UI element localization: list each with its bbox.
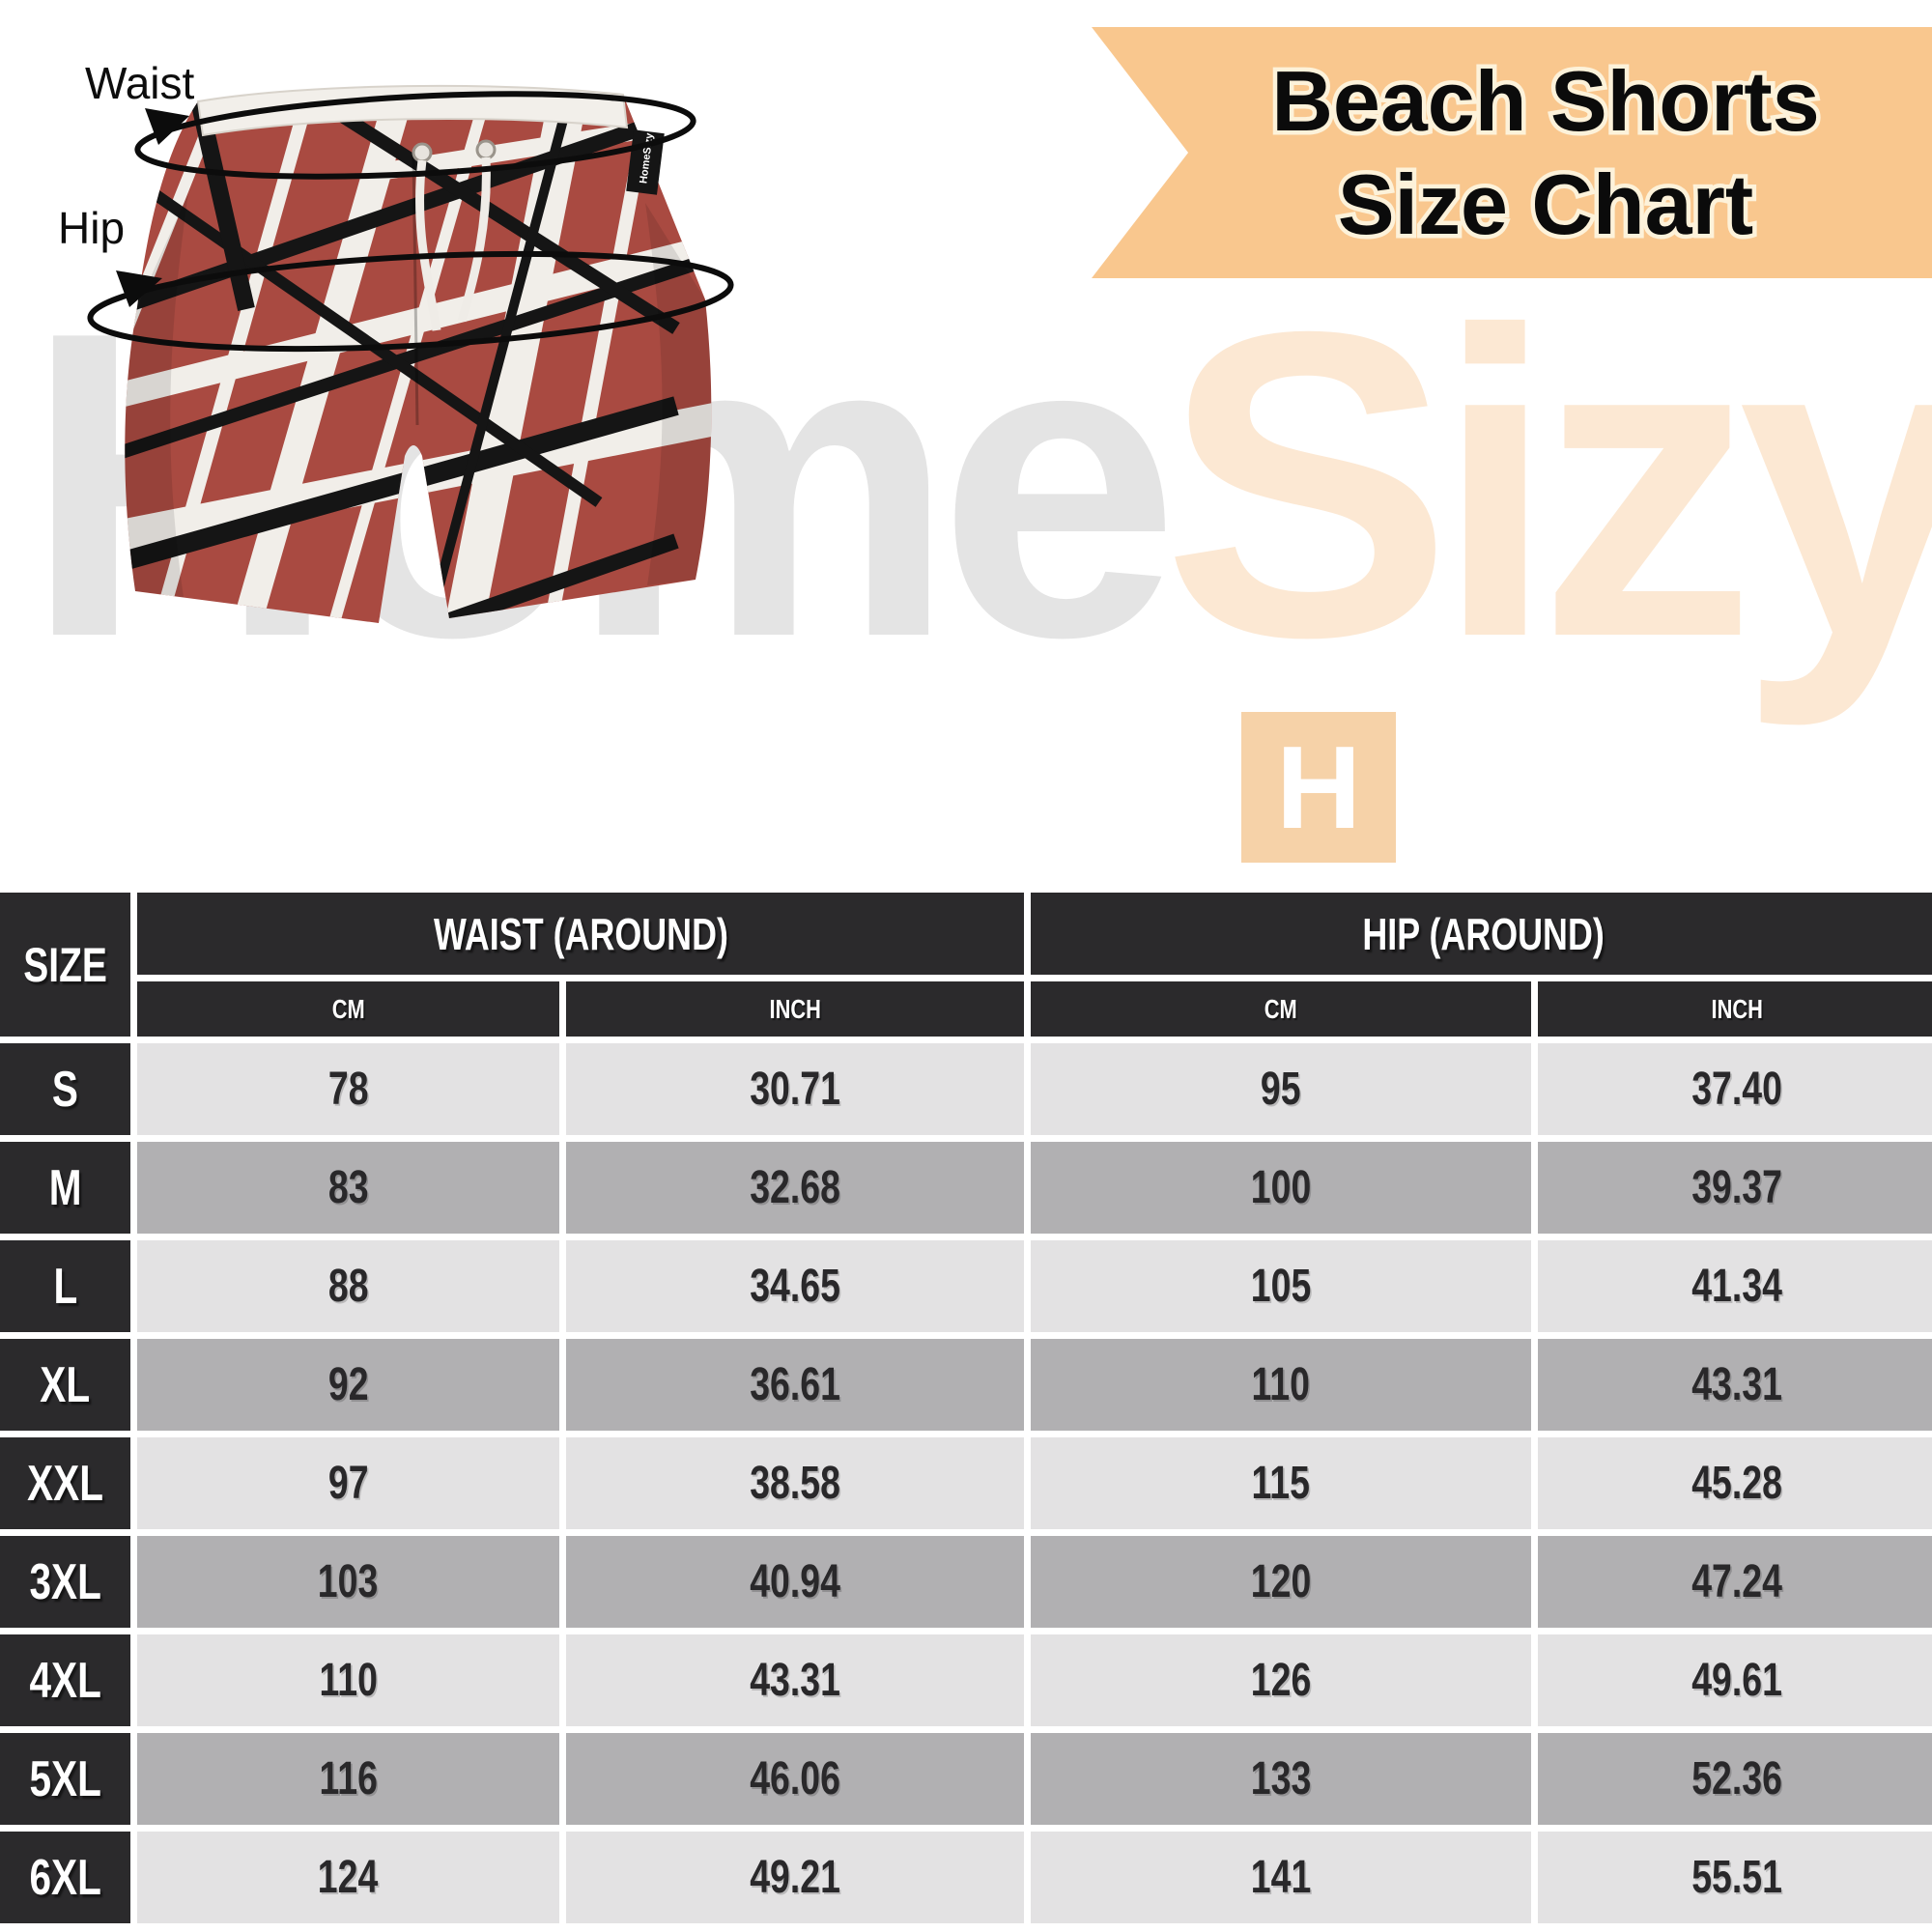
table-row: 5XL 116 46.06 133 52.36 bbox=[0, 1733, 1932, 1825]
waist-inch-header: INCH bbox=[566, 981, 1024, 1037]
table-row: 3XL 103 40.94 120 47.24 bbox=[0, 1536, 1932, 1628]
shorts-graphic: HomeSizy Waist Hip bbox=[0, 0, 831, 676]
drawstring-right bbox=[457, 156, 491, 323]
table-row: S 78 30.71 95 37.40 bbox=[0, 1043, 1932, 1135]
hip-measure-arrow bbox=[87, 250, 734, 353]
brand-watermark-sizy: Sizy bbox=[1162, 242, 1932, 727]
shorts-svg: HomeSizy Waist Hip bbox=[58, 58, 734, 623]
size-cell: 5XL bbox=[0, 1733, 130, 1825]
waist-group-header: WAIST (AROUND) bbox=[137, 893, 1024, 975]
size-cell: XXL bbox=[0, 1437, 130, 1529]
table-row: 4XL 110 43.31 126 49.61 bbox=[0, 1634, 1932, 1726]
table-row: M 83 32.68 100 39.37 bbox=[0, 1142, 1932, 1234]
banner-title-line1: Beach Shorts bbox=[1267, 48, 1824, 153]
hip-cm-header: CM bbox=[1031, 981, 1531, 1037]
waist-measure-arrow bbox=[134, 91, 696, 180]
shorts-waistband bbox=[196, 84, 629, 137]
drawstring-eyelet-left bbox=[412, 142, 433, 163]
size-cell: 4XL bbox=[0, 1634, 130, 1726]
hip-inch-header: INCH bbox=[1538, 981, 1932, 1037]
size-cell: 3XL bbox=[0, 1536, 130, 1628]
hip-group-header: HIP (AROUND) bbox=[1031, 893, 1932, 975]
drawstring-eyelet-right bbox=[475, 139, 497, 160]
size-column-header: SIZE bbox=[0, 893, 130, 1037]
size-chart-table: SIZE WAIST (AROUND) HIP (AROUND) CM INCH… bbox=[0, 886, 1932, 1930]
table-row: XL 92 36.61 110 43.31 bbox=[0, 1339, 1932, 1431]
banner-title-line2: Size Chart bbox=[1333, 152, 1757, 256]
hip-label: Hip bbox=[58, 203, 125, 253]
size-cell: 6XL bbox=[0, 1832, 130, 1923]
table-row: XXL 97 38.58 115 45.28 bbox=[0, 1437, 1932, 1529]
size-cell: L bbox=[0, 1240, 130, 1332]
brand-logo-h: H bbox=[1241, 712, 1396, 863]
waist-cm-header: CM bbox=[137, 981, 559, 1037]
table-row: 6XL 124 49.21 141 55.51 bbox=[0, 1832, 1932, 1923]
table-row: L 88 34.65 105 41.34 bbox=[0, 1240, 1932, 1332]
size-cell: S bbox=[0, 1043, 130, 1135]
size-cell: M bbox=[0, 1142, 130, 1234]
ribbon-banner: Beach Shorts Size Chart bbox=[1092, 27, 1932, 278]
waist-label: Waist bbox=[85, 58, 195, 108]
brand-logo-letter: H bbox=[1275, 722, 1362, 853]
size-cell: XL bbox=[0, 1339, 130, 1431]
